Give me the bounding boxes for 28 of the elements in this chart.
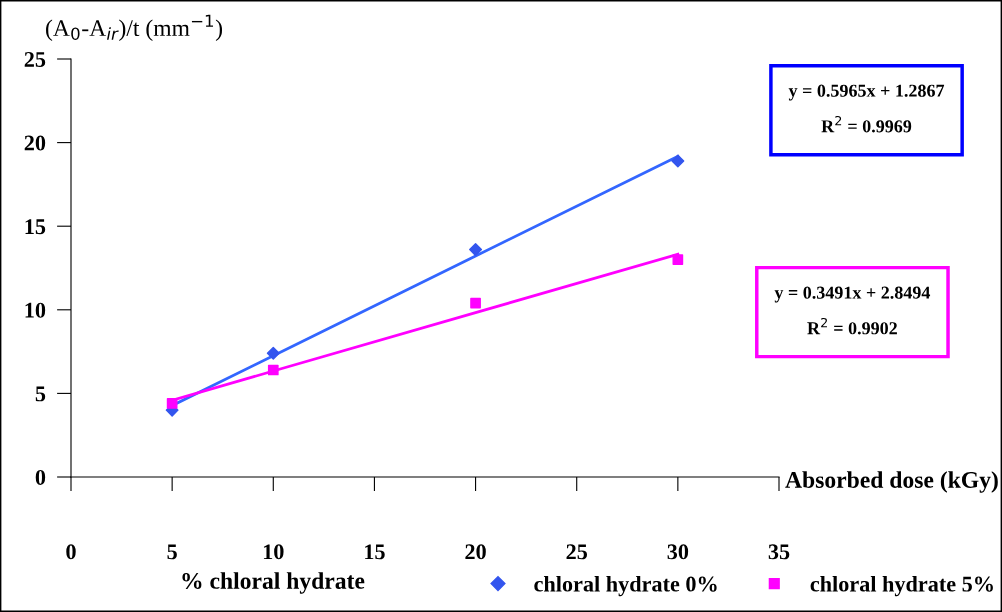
y-tick-label: 20: [24, 135, 46, 151]
y-tick-label: 5: [35, 386, 46, 402]
x-tick-label: 15: [365, 544, 385, 560]
legend-label: chloral hydrate 0%: [534, 575, 717, 597]
point: [166, 398, 178, 409]
x-tick-label: 35: [768, 544, 790, 560]
annotation: y = 0.3491x + 2.8494 R$^{2}$ = 0.9902: [774, 286, 931, 335]
legend-label: chloral hydrate 5%: [810, 575, 993, 597]
x-tick-label: 5: [167, 544, 177, 560]
y-tick-label: 15: [25, 219, 46, 235]
point: [469, 243, 483, 257]
legend-title: % chloral hydrate: [182, 572, 365, 594]
point: [267, 364, 279, 376]
x-tick-label: 25: [566, 544, 588, 560]
y-tick-label: 25: [24, 51, 46, 67]
x-tick-label: 30: [667, 544, 689, 560]
x-tick-label: 20: [465, 544, 486, 560]
point: [470, 297, 481, 309]
text: y = 0.5965x + 1.2867 R$^{2}$ = 0.9969: [788, 84, 945, 133]
x-tick-label: 10: [263, 544, 284, 560]
x-axis-title: Absorbed dose (kGy): [785, 471, 998, 493]
y-tick-label: 10: [25, 302, 46, 318]
x-tick-label: 0: [66, 544, 76, 560]
y-tick-label: 0: [35, 469, 46, 485]
y-axis-title: (A$_{0}$-A$_{ir}$)/t (mm$^{−1}$): [46, 14, 223, 41]
point: [671, 154, 685, 168]
point: [266, 346, 280, 360]
point: [672, 254, 684, 265]
